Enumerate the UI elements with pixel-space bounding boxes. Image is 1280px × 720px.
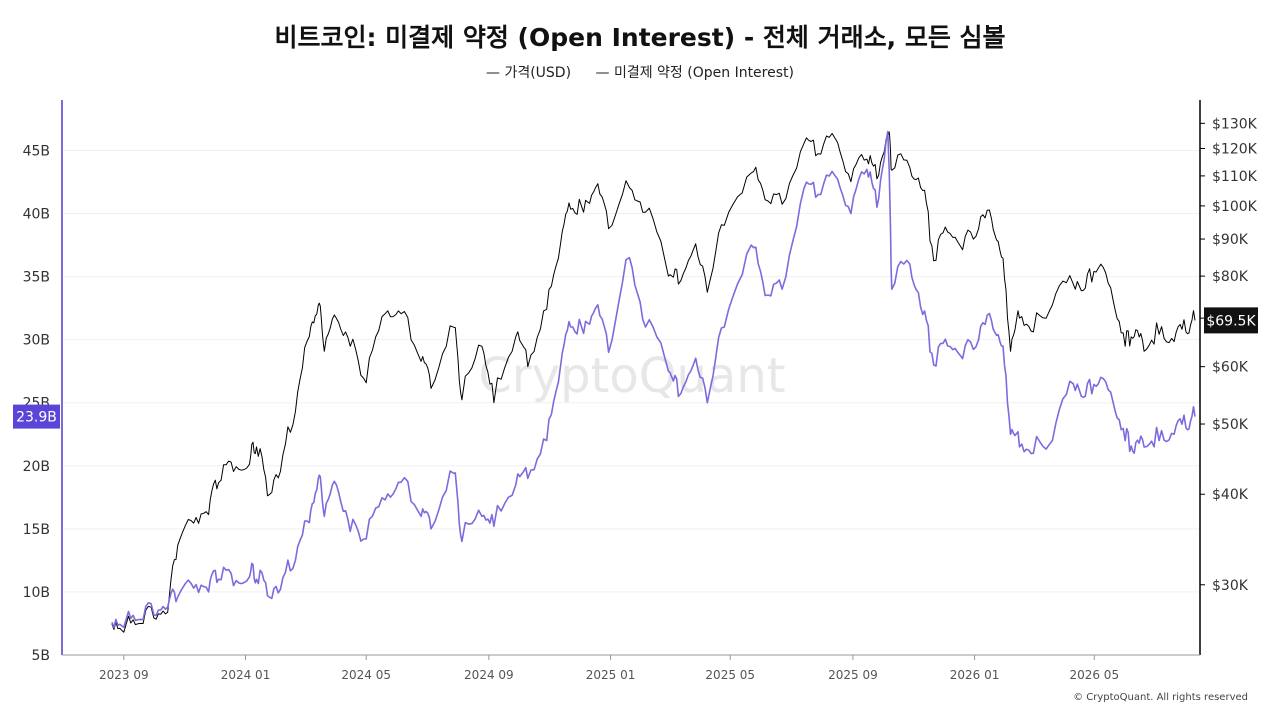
watermark-text: CryptoQuant [478,348,785,404]
right-tick-label: $50K [1212,417,1249,433]
left-tick-label: 45B [23,143,50,159]
series-line-oi [111,130,1196,629]
legend: — 가격(USD) — 미결제 약정 (Open Interest) [0,62,1280,82]
current-oi-badge [13,404,60,429]
left-tick-label: 40B [23,207,50,223]
left-tick-label: 5B [31,648,50,664]
x-tick-label: 2026 05 [1069,668,1119,682]
chart-title: 비트코인: 미결제 약정 (Open Interest) - 전체 거래소, 모… [274,23,1006,52]
x-tick-label: 2025 09 [828,668,878,682]
left-tick-label: 15B [23,522,50,538]
legend-price-label: — 가격(USD) [486,65,572,81]
x-tick-label: 2023 09 [99,668,149,682]
right-tick-label: $90K [1212,232,1249,248]
x-tick-label: 2024 09 [464,668,514,682]
current-price-label: $69.5K [1206,313,1256,329]
right-tick-label: $110K [1212,169,1258,185]
x-tick-label: 2025 01 [586,668,636,682]
x-tick-label: 2024 05 [341,668,391,682]
right-tick-label: $130K [1212,116,1258,132]
legend-item-price[interactable]: — 가격(USD) [486,62,571,82]
right-tick-label: $60K [1212,360,1249,376]
left-tick-label: 30B [23,333,50,349]
current-price-badge [1204,307,1258,334]
left-tick-label: 20B [23,459,50,475]
current-oi-label: 23.9B [16,410,57,426]
right-tick-label: $40K [1212,487,1249,503]
copyright-text: © CryptoQuant. All rights reserved [1073,692,1248,703]
left-tick-label: 35B [23,270,50,286]
x-tick-label: 2024 01 [221,668,271,682]
x-tick-label: 2026 01 [950,668,1000,682]
right-tick-label: $80K [1212,269,1249,285]
legend-oi-label: — 미결제 약정 (Open Interest) [595,65,794,81]
right-tick-label: $100K [1212,199,1258,215]
series-line-price [111,131,1196,633]
left-tick-label: 10B [23,585,50,601]
legend-item-oi[interactable]: — 미결제 약정 (Open Interest) [596,62,794,82]
right-tick-label: $30K [1212,578,1249,594]
x-tick-label: 2025 05 [705,668,755,682]
right-tick-label: $120K [1212,142,1258,158]
